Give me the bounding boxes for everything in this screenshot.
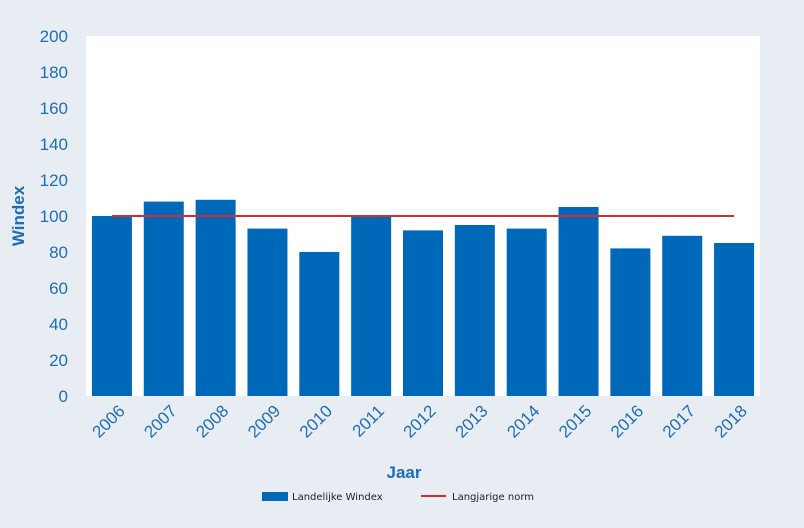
bar-2013 <box>454 225 495 396</box>
y-axis-label: Windex <box>9 185 28 246</box>
bar-2012 <box>403 230 443 396</box>
x-tick-label: 2008 <box>192 401 232 441</box>
x-tick-label: 2013 <box>451 401 491 441</box>
x-tick-label: 2007 <box>140 401 180 441</box>
y-tick-label: 100 <box>40 207 68 226</box>
x-tick-label: 2017 <box>659 401 699 441</box>
x-axis-label: Jaar <box>387 463 422 482</box>
bar-2016 <box>610 248 651 396</box>
x-axis: 2006 2007 2008 2009 2010 2011 2012 2013 2014 2015… <box>89 401 751 441</box>
y-tick-label: 180 <box>40 63 68 82</box>
legend-label-windex: Landelijke Windex <box>292 492 383 503</box>
x-tick-label: 2014 <box>503 401 543 441</box>
bar-2014 <box>506 228 547 396</box>
legend-label-norm: Langjarige norm <box>452 492 534 503</box>
x-tick-label: 2015 <box>555 401 595 441</box>
legend-swatch-windex <box>262 492 288 501</box>
bar-2007 <box>143 201 184 396</box>
y-tick-label: 20 <box>49 351 68 370</box>
x-tick-label: 2010 <box>296 401 336 441</box>
y-axis: 0 20 40 60 80 100 120 140 160 180 200 <box>40 27 68 406</box>
y-tick-label: 120 <box>40 171 68 190</box>
bar-2017 <box>662 235 703 396</box>
x-tick-label: 2006 <box>89 401 129 441</box>
y-tick-label: 40 <box>49 315 68 334</box>
bar-2018 <box>714 243 755 396</box>
x-tick-label: 2012 <box>400 401 440 441</box>
bar-2009 <box>247 228 288 396</box>
y-tick-label: 60 <box>49 279 68 298</box>
bar-2011 <box>351 216 392 396</box>
bar-2015 <box>558 207 599 396</box>
x-tick-label: 2018 <box>711 401 751 441</box>
x-tick-label: 2011 <box>349 401 388 440</box>
x-tick-label: 2009 <box>244 401 284 441</box>
bar-2008 <box>195 199 236 396</box>
bar-series <box>91 199 755 396</box>
y-tick-label: 80 <box>49 243 68 262</box>
y-tick-label: 200 <box>40 27 68 46</box>
y-tick-label: 160 <box>40 99 68 118</box>
y-tick-label: 140 <box>40 135 68 154</box>
y-tick-label: 0 <box>59 387 68 406</box>
x-tick-label: 2016 <box>607 401 647 441</box>
bar-2010 <box>299 252 340 396</box>
bar-2006 <box>91 216 132 396</box>
legend: Landelijke Windex Langjarige norm <box>262 492 534 503</box>
